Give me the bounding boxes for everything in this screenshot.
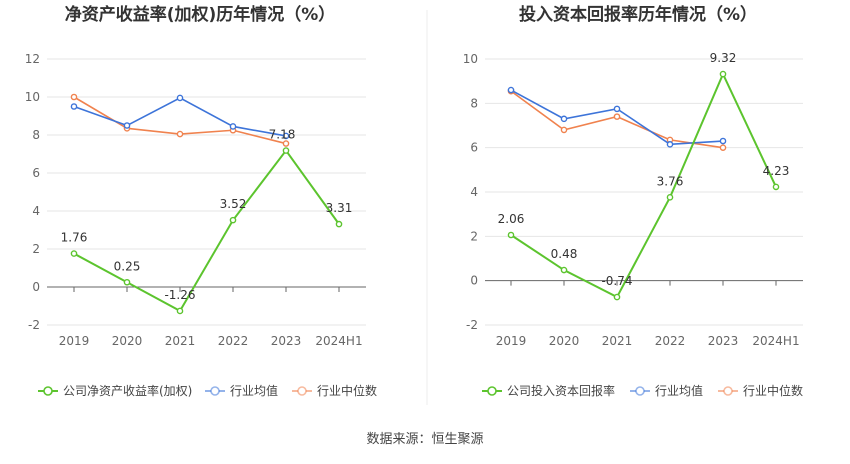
legend-swatch-marker <box>210 386 220 396</box>
data-point <box>70 103 78 110</box>
data-point <box>560 115 568 123</box>
series-line <box>73 97 287 137</box>
data-point <box>335 220 343 228</box>
data-point <box>70 250 78 257</box>
data-label: 1.76 <box>61 231 88 245</box>
data-point <box>70 93 78 101</box>
data-point <box>719 144 727 151</box>
data-label: -0.74 <box>601 274 632 288</box>
series-line <box>73 148 340 313</box>
data-point <box>613 113 621 120</box>
x-tick-label: 2020 <box>112 334 143 348</box>
y-tick-label: 2 <box>32 242 40 256</box>
data-label: 3.52 <box>220 197 247 211</box>
legend-item: 行业中位数 <box>718 383 803 398</box>
data-label: 3.76 <box>657 174 684 188</box>
data-point <box>613 293 621 301</box>
legend-label: 公司投入资本回报率 <box>507 383 615 398</box>
y-tick-label: 10 <box>25 90 40 104</box>
y-tick-label: 8 <box>32 128 40 142</box>
data-point <box>282 132 290 140</box>
x-tick-label: 2022 <box>218 334 249 348</box>
legend-swatch-marker <box>635 386 645 396</box>
legend-swatch-marker <box>297 386 307 396</box>
series-line <box>510 71 777 299</box>
data-label: 2.06 <box>498 212 525 226</box>
y-tick-label: 2 <box>470 229 478 243</box>
y-tick-label: 10 <box>463 52 478 66</box>
y-tick-label: -2 <box>466 318 478 332</box>
x-tick-label: 2024H1 <box>315 334 362 348</box>
legend-swatch-marker <box>43 386 53 396</box>
legend-swatch-marker <box>487 386 497 396</box>
x-tick-label: 2023 <box>708 334 739 348</box>
x-tick-label: 2021 <box>165 334 196 348</box>
y-tick-label: -2 <box>28 318 40 332</box>
x-tick-label: 2024H1 <box>752 334 799 348</box>
data-label: 4.23 <box>763 164 790 178</box>
data-point <box>123 278 131 286</box>
data-point <box>772 183 780 191</box>
y-tick-label: 4 <box>470 185 478 199</box>
x-tick-label: 2019 <box>496 334 527 348</box>
data-point <box>123 122 131 129</box>
y-tick-label: 0 <box>470 274 478 288</box>
data-label: 7.18 <box>269 128 296 142</box>
y-tick-label: 12 <box>25 52 40 66</box>
legend-label: 行业中位数 <box>743 383 803 398</box>
data-label: 0.48 <box>551 247 578 261</box>
legend-item: 行业均值 <box>205 383 278 398</box>
data-point <box>229 123 237 130</box>
legend-label: 公司净资产收益率(加权) <box>63 383 192 398</box>
data-label: -1.26 <box>164 288 195 302</box>
legend-item: 公司投入资本回报率 <box>482 383 615 398</box>
legend-item: 公司净资产收益率(加权) <box>38 383 192 398</box>
x-tick-label: 2020 <box>549 334 580 348</box>
data-point <box>560 266 568 274</box>
chart-title: 净资产收益率(加权)历年情况（%） <box>65 4 336 25</box>
data-point <box>507 231 515 239</box>
legend-label: 行业均值 <box>230 383 278 398</box>
y-tick-label: 6 <box>470 141 478 155</box>
x-tick-label: 2022 <box>655 334 686 348</box>
y-tick-label: 0 <box>32 280 40 294</box>
chart-title: 投入资本回报率历年情况（%） <box>519 4 757 25</box>
legend-swatch-marker <box>723 386 733 396</box>
legend-item: 行业均值 <box>630 383 703 398</box>
y-tick-label: 4 <box>32 204 40 218</box>
data-point <box>666 141 674 148</box>
y-tick-label: 6 <box>32 166 40 180</box>
data-point <box>176 130 184 138</box>
data-point <box>176 307 184 315</box>
data-point <box>666 194 674 201</box>
legend-item: 行业中位数 <box>292 383 377 398</box>
data-point <box>613 105 621 113</box>
data-point <box>560 126 568 134</box>
data-point <box>719 70 727 78</box>
data-point <box>176 94 184 102</box>
y-tick-label: 8 <box>470 96 478 110</box>
data-label: 0.25 <box>114 259 141 273</box>
data-label: 9.32 <box>710 51 737 65</box>
x-tick-label: 2023 <box>271 334 302 348</box>
data-point <box>719 137 727 145</box>
data-label: 3.31 <box>326 201 353 215</box>
data-point <box>282 140 290 147</box>
legend-label: 行业均值 <box>655 383 703 398</box>
legend-label: 行业中位数 <box>317 383 377 398</box>
data-point <box>507 86 515 94</box>
data-point <box>282 147 290 154</box>
data-source-note: 数据来源：恒生聚源 <box>366 432 483 447</box>
x-tick-label: 2019 <box>59 334 90 348</box>
x-tick-label: 2021 <box>602 334 633 348</box>
data-point <box>229 216 237 224</box>
